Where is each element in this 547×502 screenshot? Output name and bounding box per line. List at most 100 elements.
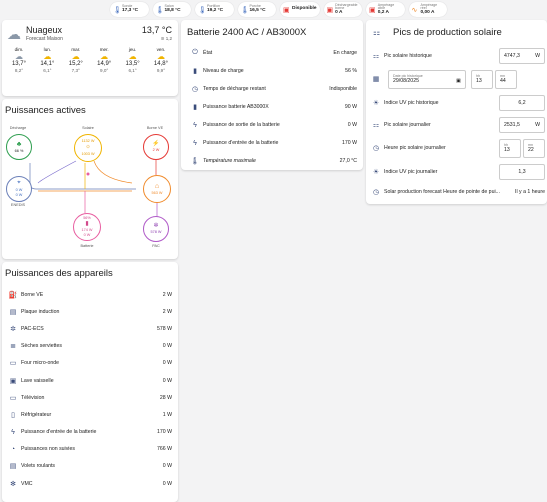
list-item[interactable]: 🌡 Température maximale 27,0 °C [187,152,357,170]
item-name: Puissance d'entrée de la batterie [203,140,279,146]
day-high: 14,8° [153,60,168,67]
status-chip[interactable]: 🌡 Salon 18,8 °C [152,2,191,17]
pic-historique-row: ⚏ Pic solaire historique 4747,3 W [368,48,545,64]
sun-icon: ☼ [85,144,91,151]
status-chip[interactable]: ▣ Disponible [280,2,320,17]
heure-hour-input[interactable]: hh 13 [499,138,521,158]
list-item[interactable]: ≣ Sèches serviettes 0 W [5,338,172,355]
day-high: 13,5° [125,60,140,67]
item-name: Puissance batterie AB3000X [203,104,269,110]
chip-value: 0,00 A [420,9,435,15]
day-high: 13,7° [11,60,27,67]
uv-icon: ☀ [372,100,380,107]
item-name: Puissance de sortie de la batterie [203,122,280,128]
chip-label: Déchargeable borne [335,2,358,11]
date-pic-label: Date pic historique [393,74,423,78]
chip-value: 0 A [335,9,343,15]
list-item[interactable]: ▮ Niveau de charge 56 % [187,62,357,80]
hour-value: 13 [476,78,482,84]
day-low: 9,9° [156,68,166,74]
forecast-value: Il y a 1 heure [515,189,545,195]
home-icon: ⌂ [154,182,160,190]
day-low: 6,1° [128,68,137,74]
batterie-in: 174 W [81,228,93,233]
item-value: 766 W [157,446,172,453]
ev-plug-icon: ▣ [283,6,290,14]
chip-label: Porche [249,4,261,9]
status-chip[interactable]: ▣ Ampérage cible 0,2 A [366,2,405,17]
status-chip[interactable]: 🌡 Portillon 19,2 °C [195,2,234,17]
item-name: État [203,50,213,56]
item-value: 170 W [157,429,172,436]
batterie-label: Batterie [80,244,94,248]
list-item[interactable]: ▮ Puissance batterie AB3000X 90 W [187,98,357,116]
pic-historique-unit: W [535,53,540,59]
item-value: 0 W [347,122,357,128]
flow-title: Puissances actives [5,105,86,116]
list-item[interactable]: ◔ Puissances non suivies 766 W [5,441,172,458]
list-item[interactable]: ⏻ État En charge [187,44,357,62]
uv-journalier-input[interactable]: 1,3 [499,164,545,180]
list-item[interactable]: ◷ Temps de décharge restant Indisponible [187,80,357,98]
pic-journalier-input[interactable]: 2531,5 W [499,117,545,133]
list-item[interactable]: ✻ VMC 0 W [5,475,172,492]
chip-value: 16,5 °C [249,7,266,13]
list-item[interactable]: ▤ Volets roulants 0 W [5,458,172,475]
list-item[interactable]: ⛽ Borne VE 2 W [5,286,172,303]
weather-card[interactable]: ☁ Nuageux Forecast Maison 13,7 °C ≋ 1,2 … [2,20,178,96]
thermometer-icon: 🌡 [240,6,250,14]
status-chip[interactable]: ▣ Déchargeable borne 0 A [323,2,363,17]
day-name: mer. [99,47,109,52]
hour-input[interactable]: hh 13 [471,69,493,89]
status-chips: 🌡 Sonde 17,3 °C 🌡 Salon 18,8 °C 🌡 Portillon 19,2… [110,2,448,18]
item-value: 170 W [342,140,357,146]
date-pic-input[interactable]: Date pic historique 29/08/2025 ▣ [388,69,466,89]
pic-historique-input[interactable]: 4747,3 W [499,48,545,64]
uv-journalier-row: ☀ Indice UV pic journalier 1,3 [368,164,545,180]
uv-journalier-label: Indice UV pic journalier [384,169,438,175]
dishwasher-icon: ▣ [9,377,17,385]
devices-card: Puissances des appareils ⛽ Borne VE 2 W ▤ Pl… [2,262,178,502]
bolt-icon: ϟ [193,121,197,129]
day-low: 8,2° [14,68,24,74]
list-item[interactable]: ▯ Réfrigérateur 1 W [5,406,172,423]
forecast-day: mar. ☁ 15,2° 7,3° [63,47,89,74]
status-chip[interactable]: ∿ Ampérage réel 0,00 A [408,2,448,17]
thermometer-icon: 🌡 [113,6,122,14]
calendar-icon[interactable]: ▣ [456,78,461,84]
pac-label: PAC [152,244,160,248]
pac-node: ✲ 578 W [143,216,169,242]
pic-journalier-row: ⚏ Pic solaire journalier 2531,5 W [368,117,545,133]
pic-journalier-label: Pic solaire journalier [384,122,431,128]
list-item[interactable]: ✲ PAC-ECS 578 W [5,320,172,337]
list-item[interactable]: ϟ Puissance d'entrée de la batterie 170 W [187,134,357,152]
uv-historique-input[interactable]: 6,2 [499,95,545,111]
forecast-row[interactable]: ◷ Solar production forecast Heure de poi… [368,186,545,198]
solar-power-icon: ⚏ [372,122,380,129]
list-item[interactable]: ▭ Four micro-onde 0 W [5,355,172,372]
wave-icon: ∿ [411,6,418,14]
minute-input[interactable]: mn 44 [495,69,517,89]
status-chip[interactable]: 🌡 Sonde 17,3 °C [110,2,149,17]
chip-value: 17,3 °C [122,7,139,13]
heure-pic-row: ◷ Heure pic solaire journalier hh 13 mn 22 [368,138,545,158]
minute-label: mn [500,74,505,78]
day-low: 7,3° [71,68,80,74]
chip-label: Ampérage cible [377,2,395,11]
status-chip[interactable]: 🌡 Porche 16,5 °C [237,2,276,17]
cloud-icon: ☁ [7,26,21,42]
enedis-import: 0 W [15,187,23,192]
list-item[interactable]: ▤ Plaque induction 2 W [5,303,172,320]
day-high: 14,1° [40,60,55,67]
forecast-day: mer. ☁ 14,9° 9,0° [91,47,117,74]
borne-node: ⚡ 2 W [143,134,169,160]
weather-location: Forecast Maison [26,36,63,42]
item-value: 2 W [162,308,172,315]
radiator-icon: ≣ [10,343,16,351]
list-item[interactable]: ▣ Lave vaisselle 0 W [5,372,172,389]
heure-minute-input[interactable]: mn 22 [523,138,545,158]
list-item[interactable]: ϟ Puissance de sortie de la batterie 0 W [187,116,357,134]
list-item[interactable]: ϟ Puissance d'entrée de la batterie 170 W [5,424,172,441]
list-item[interactable]: ▭ Télévision 28 W [5,389,172,406]
enedis-export: 0 W [15,192,23,197]
